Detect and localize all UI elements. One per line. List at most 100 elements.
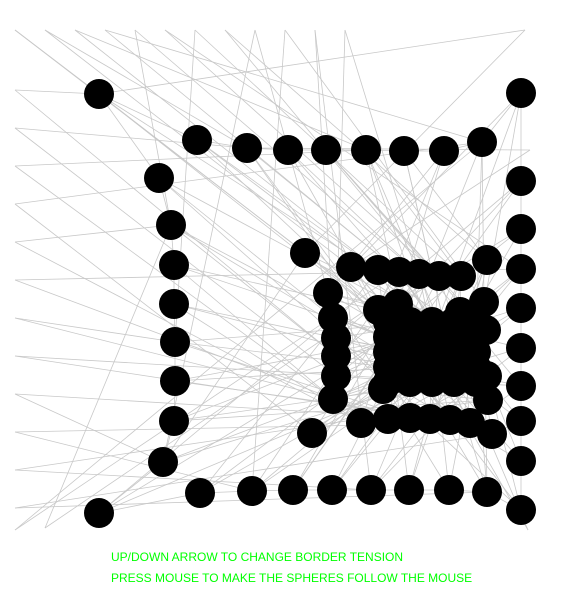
sphere[interactable] <box>148 447 178 477</box>
spring-link <box>14 241 362 424</box>
spring-link <box>104 29 483 143</box>
sphere[interactable] <box>471 315 501 345</box>
sphere[interactable] <box>506 214 536 244</box>
spring-link <box>14 393 164 463</box>
spring-link <box>134 29 172 226</box>
spring-link <box>98 29 526 95</box>
sphere[interactable] <box>506 495 536 525</box>
sphere[interactable] <box>311 135 341 165</box>
sphere[interactable] <box>394 475 424 505</box>
sphere[interactable] <box>232 133 262 163</box>
spring-link <box>98 93 160 179</box>
spring-link <box>174 341 411 419</box>
sphere[interactable] <box>160 366 190 396</box>
sphere[interactable] <box>506 371 536 401</box>
sphere[interactable] <box>506 78 536 108</box>
sphere[interactable] <box>84 79 114 109</box>
sphere[interactable] <box>429 136 459 166</box>
sphere[interactable] <box>506 406 536 436</box>
spring-link <box>98 492 201 514</box>
sphere[interactable] <box>321 361 351 391</box>
spring-link <box>196 139 379 311</box>
sphere[interactable] <box>159 406 189 436</box>
spring-link <box>14 224 172 243</box>
sphere[interactable] <box>439 367 469 397</box>
sphere-group <box>84 78 536 528</box>
spring-link <box>350 92 522 268</box>
sphere[interactable] <box>472 361 502 391</box>
spring-link <box>173 264 334 400</box>
spring-link <box>44 273 420 529</box>
spring-link <box>314 29 334 319</box>
sphere[interactable] <box>159 250 189 280</box>
sphere[interactable] <box>389 136 419 166</box>
sphere[interactable] <box>273 135 303 165</box>
sphere[interactable] <box>351 135 381 165</box>
sphere[interactable] <box>318 384 348 414</box>
sphere[interactable] <box>506 293 536 323</box>
sphere[interactable] <box>297 418 327 448</box>
sphere[interactable] <box>506 254 536 284</box>
sphere[interactable] <box>434 475 464 505</box>
sphere[interactable] <box>237 476 267 506</box>
spring-link <box>370 381 455 491</box>
spring-link <box>377 150 445 311</box>
spring-link <box>14 127 248 149</box>
spring-link <box>98 93 198 141</box>
spring-link <box>251 29 286 492</box>
sphere[interactable] <box>356 475 386 505</box>
instruction-border-tension: UP/DOWN ARROW TO CHANGE BORDER TENSION <box>111 550 404 564</box>
spring-link <box>409 141 483 323</box>
sphere[interactable] <box>506 166 536 196</box>
sphere[interactable] <box>506 333 536 363</box>
sphere[interactable] <box>185 478 215 508</box>
spring-link <box>14 149 367 167</box>
sphere[interactable] <box>84 498 114 528</box>
spring-link <box>14 29 100 95</box>
spring-link <box>481 141 485 303</box>
spring-link <box>246 147 400 273</box>
spring-link <box>14 317 176 343</box>
sphere[interactable] <box>336 252 366 282</box>
sphere[interactable] <box>368 374 398 404</box>
sphere[interactable] <box>160 327 190 357</box>
sphere[interactable] <box>346 408 376 438</box>
instructions-panel: UP/DOWN ARROW TO CHANGE BORDER TENSION P… <box>111 547 472 589</box>
sphere[interactable] <box>290 238 320 268</box>
sphere[interactable] <box>472 477 502 507</box>
spring-link <box>199 351 389 494</box>
sphere[interactable] <box>159 289 189 319</box>
sphere[interactable] <box>156 210 186 240</box>
sphere[interactable] <box>373 404 403 434</box>
sphere[interactable] <box>417 367 447 397</box>
sphere[interactable] <box>424 261 454 291</box>
spring-link <box>14 433 493 509</box>
physics-canvas[interactable] <box>0 0 575 540</box>
sphere[interactable] <box>446 261 476 291</box>
spring-link <box>162 29 256 463</box>
sphere[interactable] <box>317 475 347 505</box>
sphere[interactable] <box>144 163 174 193</box>
spring-link <box>431 92 522 338</box>
spring-link <box>98 93 306 254</box>
sphere[interactable] <box>445 297 475 327</box>
spring-link <box>403 150 488 261</box>
spring-link <box>14 203 313 434</box>
sphere[interactable] <box>395 367 425 397</box>
spring-link <box>174 366 411 382</box>
spring-link <box>365 149 462 277</box>
spring-link <box>158 177 334 319</box>
sphere[interactable] <box>182 125 212 155</box>
spring-link <box>174 341 389 368</box>
sphere[interactable] <box>477 419 507 449</box>
spring-link <box>287 149 420 275</box>
spring-link <box>350 149 531 268</box>
sphere[interactable] <box>278 475 308 505</box>
spring-link <box>164 29 522 270</box>
sphere[interactable] <box>383 289 413 319</box>
sphere[interactable] <box>313 278 343 308</box>
sphere[interactable] <box>506 446 536 476</box>
sphere[interactable] <box>467 127 497 157</box>
sphere[interactable] <box>472 245 502 275</box>
spring-link <box>74 29 367 151</box>
